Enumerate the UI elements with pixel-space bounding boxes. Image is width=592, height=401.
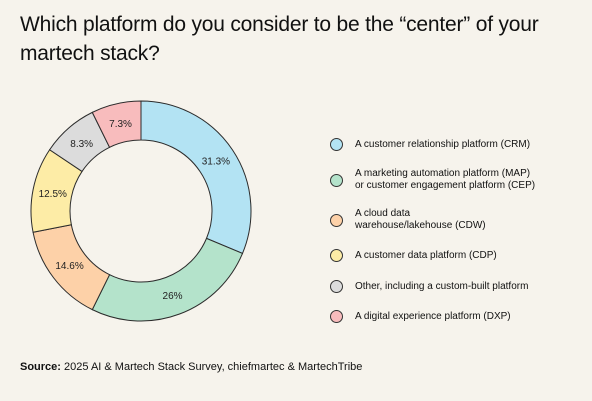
legend-item-cdw: A cloud data warehouse/lakehouse (CDW) xyxy=(330,208,585,232)
legend-label-other: Other, including a custom-built platform xyxy=(355,280,529,292)
slice-label-crm: 31.3% xyxy=(202,157,230,168)
legend-swatch-map-cep xyxy=(330,173,343,187)
legend-item-other: Other, including a custom-built platform xyxy=(330,280,585,293)
donut-slice-crm xyxy=(140,100,252,255)
legend-swatch-cdw xyxy=(330,213,343,227)
chart-title: Which platform do you consider to be the… xyxy=(20,13,539,65)
slice-label-cdp: 12.5% xyxy=(39,189,67,200)
legend-label-map-cep: A marketing automation platform (MAP) or… xyxy=(355,168,536,191)
slice-label-cdw: 14.6% xyxy=(55,261,83,272)
legend-item-cdp: A customer data platform (CDP) xyxy=(330,249,585,262)
source-text: 2025 AI & Martech Stack Survey, chiefmar… xyxy=(60,361,363,373)
donut-slice-dxp xyxy=(91,100,142,149)
legend-swatch-crm xyxy=(330,138,343,151)
slice-label-map-cep: 26% xyxy=(163,291,183,302)
legend-label-dxp: A digital experience platform (DXP) xyxy=(355,310,511,322)
legend-item-map-cep: A marketing automation platform (MAP) or… xyxy=(330,168,585,192)
legend-label-crm: A customer relationship platform (CRM) xyxy=(355,138,531,150)
legend-item-crm: A customer relationship platform (CRM) xyxy=(330,138,585,151)
legend-item-dxp: A digital experience platform (DXP) xyxy=(330,310,585,323)
source-note: Source: 2025 AI & Martech Stack Survey, … xyxy=(20,360,362,374)
donut-slice-map-cep xyxy=(91,237,244,322)
legend-swatch-dxp xyxy=(330,310,343,323)
slice-label-dxp: 7.3% xyxy=(109,119,132,130)
source-label: Source: xyxy=(20,361,61,373)
legend-label-cdw: A cloud data warehouse/lakehouse (CDW) xyxy=(355,208,486,231)
legend-swatch-other xyxy=(330,280,343,293)
legend-label-cdp: A customer data platform (CDP) xyxy=(355,249,497,261)
slice-label-other: 8.3% xyxy=(70,139,93,150)
legend-swatch-cdp xyxy=(330,249,343,262)
